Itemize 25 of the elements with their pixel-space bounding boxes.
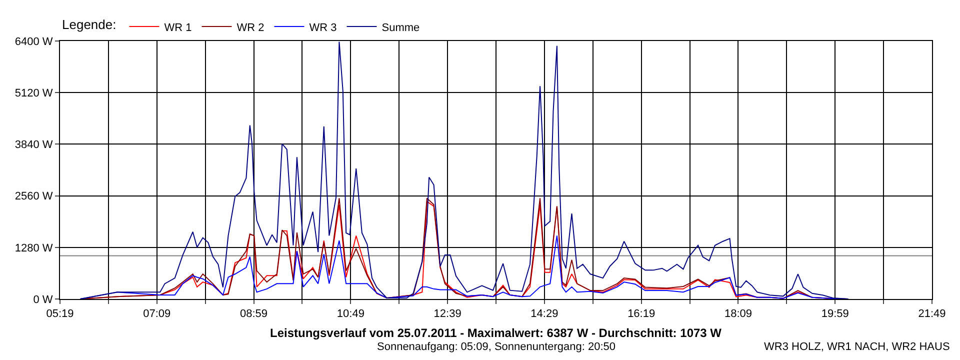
y-tick-label: 2560 W bbox=[14, 190, 54, 203]
x-tick-label: 14:29 bbox=[530, 308, 558, 320]
x-tick-label: 07:09 bbox=[143, 308, 171, 320]
x-tick-label: 16:19 bbox=[628, 308, 656, 320]
y-tick-label: 0 W bbox=[33, 294, 54, 306]
line-series bbox=[80, 41, 849, 299]
x-tick-label: 10:49 bbox=[336, 308, 364, 320]
legend-label: Summe bbox=[382, 22, 420, 34]
x-tick-label: 05:19 bbox=[46, 308, 74, 320]
legend-label: WR 3 bbox=[309, 22, 337, 34]
text: Sonnenaufgang: 05:09, Sonnenuntergang: 20:50 bbox=[377, 341, 616, 353]
x-tick-label: 21:49 bbox=[918, 308, 946, 320]
legend-title: Legende: bbox=[62, 16, 116, 32]
y-tick-label: 5120 W bbox=[14, 87, 54, 100]
text: WR3 HOLZ, WR1 NACH, WR2 HAUS bbox=[764, 341, 950, 353]
x-tick-label: 18:09 bbox=[724, 308, 752, 320]
text: Leistungsverlauf vom 25.07.2011 - Maximalwert: 6387 W - Durchschnitt: 1073 W bbox=[270, 326, 722, 340]
y-tick-label: 6400 W bbox=[14, 36, 54, 48]
legend-label: WR 2 bbox=[236, 22, 264, 34]
x-tick-label: 08:59 bbox=[240, 308, 268, 320]
y-tick-label: 3840 W bbox=[14, 139, 54, 152]
x-tick-label: 19:59 bbox=[821, 308, 849, 320]
x-tick-label: 12:39 bbox=[434, 308, 462, 320]
legend-label: WR 1 bbox=[164, 22, 192, 34]
y-tick-label: 1280 W bbox=[14, 242, 54, 254]
